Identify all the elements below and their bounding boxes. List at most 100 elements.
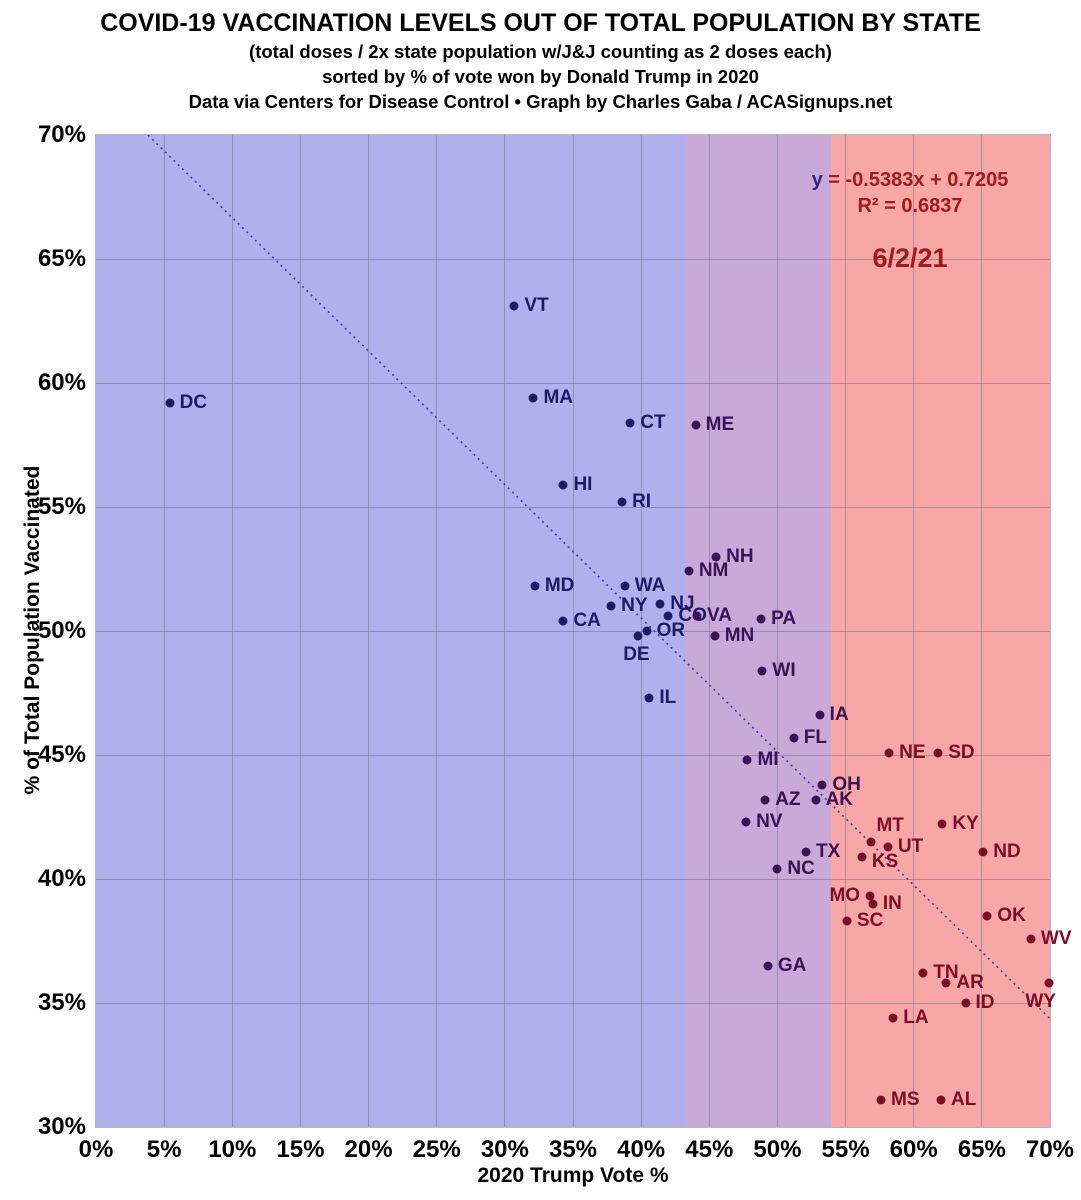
point-label-ND: ND [993, 840, 1021, 862]
horizontal-gridline [96, 258, 1050, 260]
x-tick-65: 65% [957, 1136, 1006, 1163]
point-label-DE: DE [623, 643, 650, 665]
point-label-IA: IA [829, 704, 849, 726]
x-tick-45: 45% [685, 1136, 734, 1163]
point-dot-AR [941, 978, 951, 988]
point-dot-CT [625, 418, 635, 428]
point-label-FL: FL [803, 726, 827, 748]
chart-subtitle-sort: sorted by % of vote won by Donald Trump … [322, 66, 759, 87]
point-dot-MD [530, 581, 540, 591]
horizontal-gridline [96, 878, 1050, 880]
point-dot-IL [644, 693, 654, 703]
point-dot-WY [1044, 978, 1054, 988]
point-label-OR: OR [656, 620, 686, 641]
point-dot-SC [842, 916, 852, 926]
y-tick-65: 65% [37, 245, 86, 272]
y-tick-45: 45% [37, 741, 86, 768]
point-label-KY: KY [952, 813, 979, 835]
point-dot-IA [815, 710, 825, 720]
y-tick-35: 35% [37, 989, 86, 1016]
point-label-IL: IL [659, 686, 677, 708]
point-label-OH: OH [832, 773, 861, 795]
x-tick-0: 0% [78, 1136, 114, 1163]
point-label-AK: AK [825, 788, 854, 810]
point-label-PA: PA [771, 607, 797, 629]
point-label-WV: WV [1040, 927, 1072, 949]
point-dot-OK [982, 911, 992, 921]
point-dot-AK [811, 795, 821, 805]
point-label-AZ: AZ [775, 788, 801, 810]
point-label-NV: NV [756, 810, 783, 832]
point-label-UT: UT [897, 835, 924, 857]
y-tick-55: 55% [37, 493, 86, 520]
point-label-SC: SC [856, 910, 884, 932]
horizontal-gridline [96, 754, 1050, 756]
point-dot-VT [509, 301, 519, 311]
point-dot-ME [691, 420, 701, 430]
point-dot-NY [606, 601, 616, 611]
point-label-CT: CT [640, 411, 666, 433]
point-dot-OH [817, 780, 827, 790]
point-label-KS: KS [871, 850, 899, 872]
point-label-OK: OK [997, 905, 1026, 927]
point-dot-NH [711, 552, 721, 562]
chart-subtitle-method: (total doses / 2x state population w/J&J… [249, 41, 832, 62]
point-label-MD: MD [544, 575, 575, 597]
point-dot-GA [763, 961, 773, 971]
point-dot-TX [801, 847, 811, 857]
x-tick-60: 60% [889, 1136, 938, 1163]
horizontal-gridline [96, 382, 1050, 384]
point-label-NM: NM [698, 560, 729, 582]
y-tick-30: 30% [37, 1113, 86, 1140]
point-label-CA: CA [573, 610, 601, 632]
point-dot-TN [918, 968, 928, 978]
horizontal-gridline [96, 630, 1050, 632]
equation-line: y = -0.5383x + 0.7205 [745, 167, 1075, 193]
point-dot-RI [617, 497, 627, 507]
point-label-NC: NC [787, 858, 815, 880]
point-label-NE: NE [899, 741, 926, 763]
trendline-equation: y = -0.5383x + 0.7205 R² = 0.6837 [745, 167, 1075, 219]
chart-title: COVID-19 VACCINATION LEVELS OUT OF TOTAL… [100, 9, 981, 37]
point-label-TX: TX [816, 840, 841, 862]
point-dot-MS [876, 1095, 886, 1105]
point-dot-LA [888, 1013, 898, 1023]
point-label-NH: NH [726, 545, 754, 567]
point-label-NJ: NJ [670, 592, 695, 614]
point-dot-AZ [760, 795, 770, 805]
plot-area: DCVTMAMDHICANYRIWACTDEORILNJCONMMEVAMNNH… [95, 134, 1072, 1128]
point-dot-MO [865, 891, 875, 901]
point-label-WI: WI [772, 659, 796, 681]
point-dot-IN [868, 899, 878, 909]
y-tick-60: 60% [37, 369, 86, 396]
point-label-VT: VT [524, 295, 549, 317]
x-axis-title: 2020 Trump Vote % [477, 1164, 669, 1187]
x-tick-30: 30% [480, 1136, 529, 1163]
point-label-TN: TN [933, 962, 959, 984]
y-tick-40: 40% [37, 865, 86, 892]
point-dot-KY [937, 819, 947, 829]
point-dot-NM [684, 566, 694, 576]
point-dot-CA [558, 616, 568, 626]
point-dot-FL [789, 733, 799, 743]
point-dot-NC [772, 864, 782, 874]
point-label-MN: MN [724, 624, 755, 646]
x-tick-15: 15% [276, 1136, 325, 1163]
x-tick-35: 35% [548, 1136, 598, 1163]
point-dot-UT [883, 842, 893, 852]
equation-expression: = -0.5383x + 0.7205 [822, 169, 1009, 191]
point-label-IN: IN [882, 892, 902, 914]
y-tick-70: 70% [37, 121, 86, 148]
point-dot-NE [884, 748, 894, 758]
point-label-WY: WY [1025, 991, 1056, 1013]
point-dot-WV [1026, 934, 1036, 944]
point-dot-MN [710, 631, 720, 641]
point-dot-ND [978, 847, 988, 857]
point-dot-MA [528, 393, 538, 403]
point-label-NY: NY [621, 595, 648, 617]
x-tick-55: 55% [821, 1136, 870, 1163]
point-label-AL: AL [950, 1088, 977, 1110]
y-tick-50: 50% [37, 617, 86, 644]
point-label-WA: WA [634, 575, 666, 597]
